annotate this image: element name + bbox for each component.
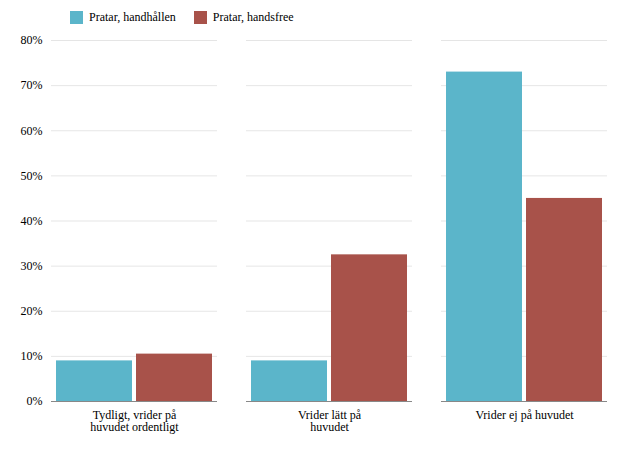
- svg-text:20%: 20%: [21, 304, 43, 318]
- svg-text:0%: 0%: [27, 394, 43, 408]
- svg-text:Vrider lätt påhuvudet: Vrider lätt påhuvudet: [298, 408, 362, 434]
- svg-text:60%: 60%: [21, 124, 43, 138]
- svg-text:Tydligt, vrider påhuvudet orde: Tydligt, vrider påhuvudet ordentligt: [90, 408, 179, 434]
- html-text:Pratar, handhållen: Pratar, handhållen: [89, 9, 176, 24]
- svg-text:50%: 50%: [21, 169, 43, 183]
- svg-text:80%: 80%: [21, 33, 43, 47]
- svg-text:40%: 40%: [21, 214, 43, 228]
- svg-text:10%: 10%: [21, 349, 43, 363]
- html-text:Pratar, handsfree: Pratar, handsfree: [212, 9, 294, 24]
- svg-text:70%: 70%: [21, 78, 43, 92]
- svg-text:Vrider ej på huvudet: Vrider ej på huvudet: [475, 408, 574, 422]
- svg-text:30%: 30%: [21, 259, 43, 273]
